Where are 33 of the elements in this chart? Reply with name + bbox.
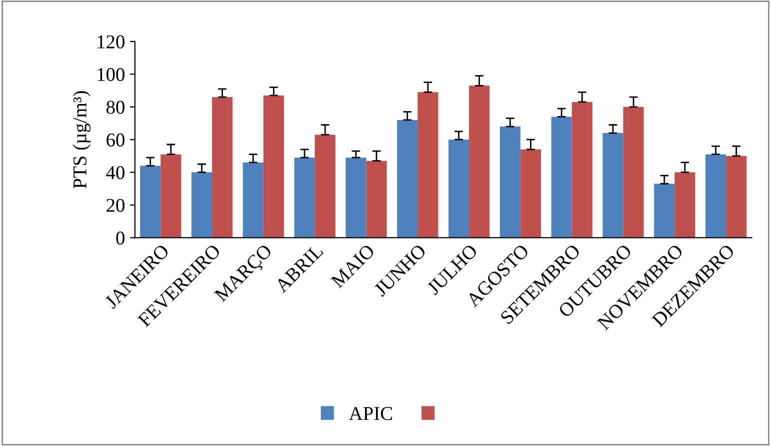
bar — [314, 134, 336, 238]
y-tick-label: 0 — [116, 232, 124, 245]
bar — [572, 102, 592, 238]
bar — [191, 172, 212, 238]
bar — [242, 162, 264, 238]
y-tick-label: 60 — [106, 133, 124, 147]
y-axis-title: PTS (µg/m³) — [72, 91, 90, 188]
bar — [212, 97, 233, 238]
bar — [140, 166, 161, 238]
bar — [551, 116, 572, 238]
y-tick-label: 80 — [106, 100, 124, 114]
y-tick-label: 40 — [106, 166, 124, 180]
bar — [397, 120, 418, 238]
bar — [263, 95, 284, 238]
bar — [294, 158, 315, 238]
y-tick-label: 100 — [98, 68, 124, 82]
bar — [160, 154, 182, 238]
bar — [654, 184, 675, 238]
bar — [520, 149, 541, 238]
bar — [623, 106, 644, 238]
y-tick-label: 120 — [98, 35, 124, 48]
legend-label: APIC — [348, 407, 392, 420]
bar — [418, 92, 438, 238]
y-tick-label: 20 — [106, 198, 124, 212]
bar — [366, 160, 387, 238]
bar — [602, 133, 624, 238]
bar — [674, 172, 696, 238]
bar — [469, 86, 490, 238]
bar — [346, 158, 366, 238]
bar — [448, 140, 470, 238]
bar — [705, 154, 726, 238]
bar — [726, 156, 747, 238]
bar — [500, 126, 520, 238]
